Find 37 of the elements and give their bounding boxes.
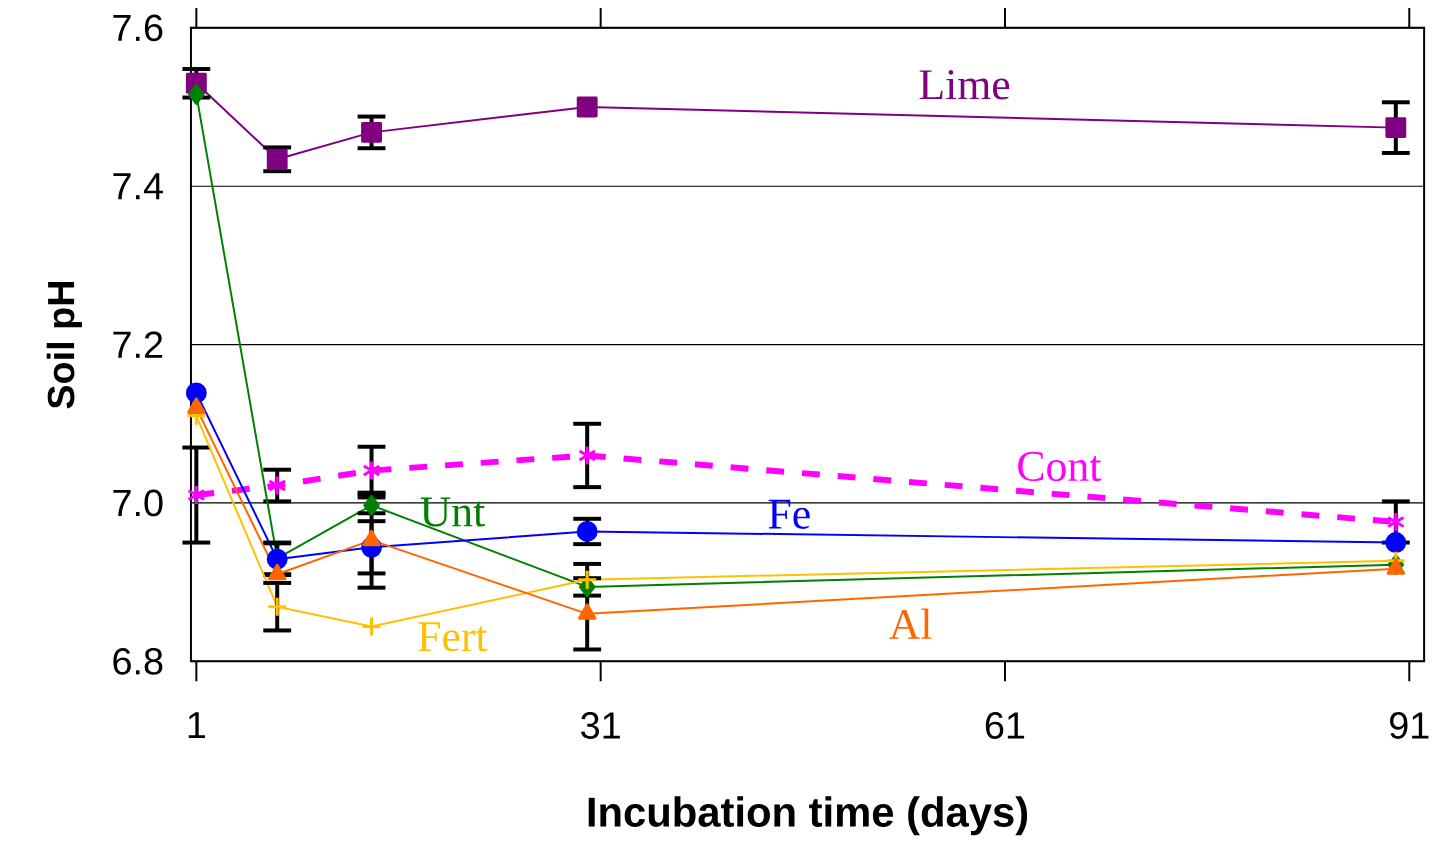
point [267, 563, 287, 581]
x-tick-label: 1 [188, 712, 205, 739]
point [361, 121, 382, 143]
y-tick-label: 7.0 [113, 489, 163, 517]
point [1386, 558, 1406, 575]
point [577, 444, 597, 466]
point [361, 615, 382, 637]
point [1386, 511, 1406, 533]
series-label: Fe [768, 499, 810, 529]
point [188, 83, 205, 105]
y-axis-title: Soil pH [46, 281, 82, 409]
y-tick-label: 7.6 [113, 14, 163, 42]
series-label: Cont [1018, 451, 1102, 482]
point [363, 494, 380, 516]
point [362, 529, 381, 547]
y-tick-label: 7.4 [113, 173, 163, 200]
x-tick-label: 61 [985, 712, 1025, 739]
series-label: Fert [418, 622, 488, 652]
point [577, 603, 597, 620]
y-tick-label: 7.2 [113, 331, 163, 358]
series-label: Al [889, 608, 932, 639]
point [576, 96, 598, 118]
point [266, 596, 288, 618]
series-label: Lime [919, 70, 1010, 100]
point [185, 382, 207, 404]
y-tick-label: 6.8 [113, 647, 163, 675]
point [1385, 532, 1407, 553]
x-tick-label: 91 [1390, 712, 1429, 739]
point [362, 459, 381, 481]
x-axis-title: Incubation time (days) [588, 796, 1028, 836]
series-label: Unt [420, 497, 485, 527]
point [187, 484, 206, 506]
x-tick-label: 31 [581, 712, 620, 739]
point [267, 475, 287, 496]
point [1385, 117, 1407, 138]
point [576, 569, 598, 591]
point [576, 520, 598, 542]
